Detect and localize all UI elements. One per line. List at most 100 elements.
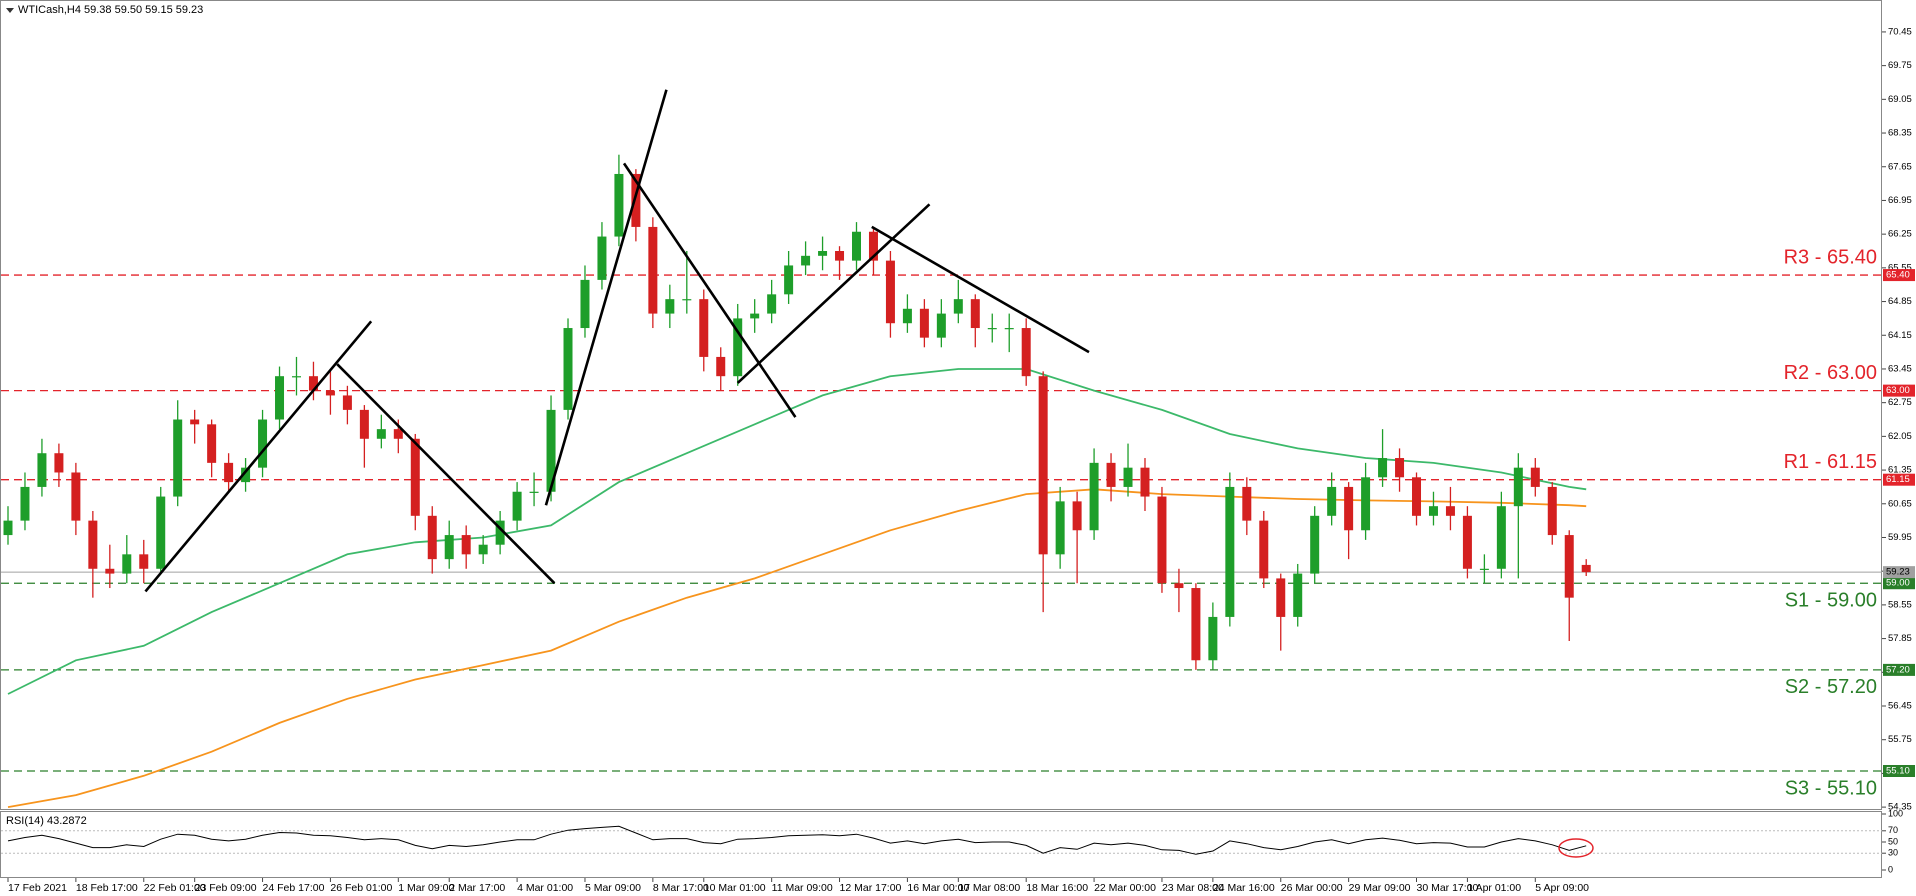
candle-body	[1106, 462, 1116, 487]
y-tick-label: 57.85	[1888, 633, 1912, 644]
candle-body	[1445, 506, 1455, 516]
x-tick-label: 18 Mar 16:00	[1026, 882, 1088, 894]
candle-body	[359, 409, 369, 439]
candle-body	[156, 496, 166, 569]
candle-body	[1259, 520, 1269, 579]
level-badge-label: 65.40	[1886, 270, 1910, 281]
candle-body	[241, 467, 251, 483]
level-badge	[1883, 577, 1915, 590]
candle-body	[1276, 578, 1286, 617]
x-tick-label: 8 Mar 17:00	[653, 882, 709, 894]
x-tick-label: 17 Feb 2021	[8, 882, 67, 894]
trend-line	[871, 225, 1090, 354]
x-tick-label: 16 Mar 00:00	[907, 882, 969, 894]
x-tick-label: 5 Mar 09:00	[585, 882, 641, 894]
y-tick-label: 70.45	[1888, 26, 1912, 37]
current-price-badge	[1883, 566, 1915, 579]
candle-body	[1123, 467, 1133, 487]
candle-body	[1055, 501, 1065, 555]
candle-body	[1564, 535, 1574, 598]
chart-title: WTICash,H4 59.38 59.50 59.15 59.23	[18, 4, 203, 16]
level-label: R2 - 63.00	[1784, 362, 1877, 384]
candle-body	[665, 299, 675, 314]
candle-body	[512, 491, 522, 521]
candle-body	[1479, 568, 1489, 570]
candle-body	[139, 554, 149, 569]
y-tick-label: 60.65	[1888, 498, 1912, 509]
y-tick-label: 61.35	[1888, 465, 1912, 476]
candle-body	[190, 419, 200, 425]
candle-body	[1293, 573, 1303, 617]
candle-body	[1581, 564, 1591, 573]
x-tick-label: 30 Mar 17:00	[1417, 882, 1479, 894]
y-tick-label: 64.15	[1888, 330, 1912, 341]
candle-body	[953, 299, 963, 314]
level-badge-label: 61.15	[1886, 474, 1910, 485]
y-tick-label: 65.55	[1888, 262, 1912, 273]
candle-body	[207, 424, 217, 463]
level-label: S1 - 59.00	[1785, 590, 1877, 612]
trend-line	[144, 320, 373, 593]
candle-body	[3, 520, 13, 536]
candle-body	[1412, 477, 1422, 516]
candle-body	[325, 390, 335, 396]
candle-body	[868, 231, 878, 261]
candle-body	[1242, 486, 1252, 521]
candle-body	[495, 520, 505, 545]
y-tick-label: 69.75	[1888, 60, 1912, 71]
candle-body	[461, 535, 471, 555]
candle-body	[1089, 462, 1099, 531]
rsi-tick-label: 100	[1888, 808, 1903, 818]
candle-body	[563, 328, 573, 410]
candle-body	[648, 226, 658, 314]
y-tick-label: 67.65	[1888, 161, 1912, 172]
level-badge-label: 55.10	[1886, 766, 1910, 777]
candle-body	[1208, 616, 1218, 661]
price-panel	[0, 0, 1882, 810]
candle-body	[173, 419, 183, 497]
candle-body	[1140, 467, 1150, 497]
x-tick-label: 1 Apr 01:00	[1467, 882, 1521, 894]
x-tick-label: 22 Feb 01:00	[144, 882, 206, 894]
candle-body	[1530, 467, 1540, 487]
y-tick-label: 59.95	[1888, 532, 1912, 543]
rsi-label: RSI(14) 43.2872	[6, 815, 87, 827]
candle-body	[1361, 477, 1371, 531]
rsi-highlight	[1558, 838, 1594, 858]
level-badge-label: 59.00	[1886, 578, 1910, 589]
x-tick-label: 29 Mar 09:00	[1349, 882, 1411, 894]
y-tick-label: 62.75	[1888, 397, 1912, 408]
candle-body	[444, 535, 454, 560]
candle-body	[1038, 376, 1048, 555]
trend-line	[336, 363, 556, 585]
candle-body	[1225, 486, 1235, 617]
candle-body	[1157, 496, 1167, 584]
x-tick-label: 22 Mar 00:00	[1094, 882, 1156, 894]
y-tick-label: 56.45	[1888, 701, 1912, 712]
trend-line	[544, 89, 668, 506]
current-price-label: 59.23	[1886, 567, 1910, 578]
y-tick-label: 55.75	[1888, 734, 1912, 745]
x-tick-label: 23 Mar 08:00	[1162, 882, 1224, 894]
x-tick-label: 5 Apr 09:00	[1535, 882, 1589, 894]
level-badge	[1883, 269, 1915, 282]
y-tick-label: 68.35	[1888, 128, 1912, 139]
rsi-line	[7, 825, 1587, 855]
candle-body	[275, 376, 285, 420]
y-tick-label: 58.55	[1888, 599, 1912, 610]
candle-body	[308, 376, 318, 391]
level-label: S3 - 55.10	[1785, 777, 1877, 799]
level-badge-label: 57.20	[1886, 664, 1910, 675]
candle-body	[699, 299, 709, 357]
level-badge	[1883, 765, 1915, 777]
level-badge	[1883, 473, 1915, 486]
x-tick-label: 24 Mar 16:00	[1213, 882, 1275, 894]
moving-average	[7, 368, 1587, 695]
candle-body	[631, 173, 641, 227]
candle-body	[529, 491, 539, 493]
candle-body	[1395, 458, 1405, 478]
candle-body	[105, 568, 115, 574]
candle-body	[1428, 506, 1438, 516]
candle-body	[597, 236, 607, 280]
candle-body	[580, 279, 590, 329]
